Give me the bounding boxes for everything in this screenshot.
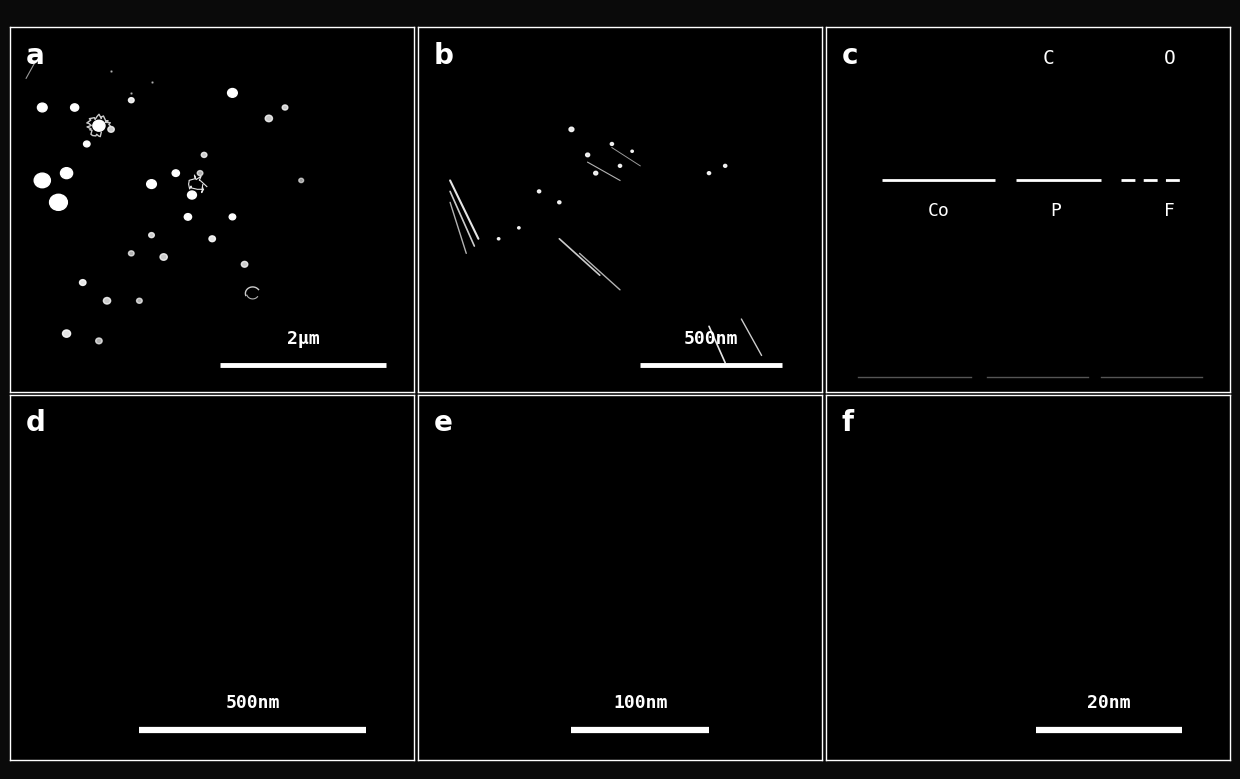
Circle shape — [283, 105, 288, 110]
Circle shape — [585, 153, 590, 157]
Circle shape — [229, 214, 236, 220]
Text: a: a — [26, 42, 45, 70]
Circle shape — [631, 150, 634, 153]
Circle shape — [37, 103, 47, 112]
Circle shape — [201, 153, 207, 157]
Text: P: P — [1050, 203, 1061, 220]
Circle shape — [619, 164, 621, 167]
Text: 100nm: 100nm — [613, 694, 667, 712]
Circle shape — [160, 254, 167, 260]
Circle shape — [61, 167, 73, 178]
Text: O: O — [1163, 49, 1176, 68]
Text: Co: Co — [928, 203, 950, 220]
Circle shape — [93, 120, 105, 131]
Circle shape — [228, 89, 237, 97]
Text: b: b — [434, 42, 454, 70]
Circle shape — [129, 251, 134, 256]
Circle shape — [517, 227, 520, 229]
Circle shape — [62, 330, 71, 337]
Circle shape — [265, 115, 273, 122]
Circle shape — [558, 201, 560, 204]
Text: f: f — [842, 410, 854, 438]
Text: 20nm: 20nm — [1087, 694, 1131, 712]
Circle shape — [569, 127, 574, 132]
Circle shape — [299, 178, 304, 182]
Text: 2μm: 2μm — [286, 330, 320, 348]
Circle shape — [83, 141, 91, 147]
Circle shape — [185, 213, 191, 220]
Text: 500nm: 500nm — [226, 694, 280, 712]
Text: C: C — [1042, 49, 1054, 68]
Text: 500nm: 500nm — [683, 330, 738, 348]
Circle shape — [594, 171, 598, 175]
Circle shape — [108, 126, 114, 132]
Circle shape — [50, 194, 67, 210]
Circle shape — [95, 338, 102, 344]
Circle shape — [707, 171, 711, 174]
Circle shape — [210, 236, 216, 241]
Circle shape — [724, 164, 727, 167]
Circle shape — [610, 143, 614, 146]
Circle shape — [79, 280, 86, 285]
Circle shape — [136, 298, 143, 303]
Circle shape — [149, 233, 154, 238]
Circle shape — [497, 238, 500, 240]
Circle shape — [35, 173, 51, 188]
Circle shape — [242, 262, 248, 267]
Circle shape — [537, 190, 541, 193]
Circle shape — [172, 170, 180, 176]
Circle shape — [129, 97, 134, 103]
Text: e: e — [434, 410, 453, 438]
Circle shape — [197, 171, 203, 176]
Text: F: F — [1164, 203, 1174, 220]
Text: d: d — [26, 410, 46, 438]
Circle shape — [103, 298, 110, 304]
Circle shape — [71, 104, 78, 111]
Circle shape — [187, 191, 196, 199]
Text: c: c — [842, 42, 858, 70]
Circle shape — [146, 180, 156, 189]
